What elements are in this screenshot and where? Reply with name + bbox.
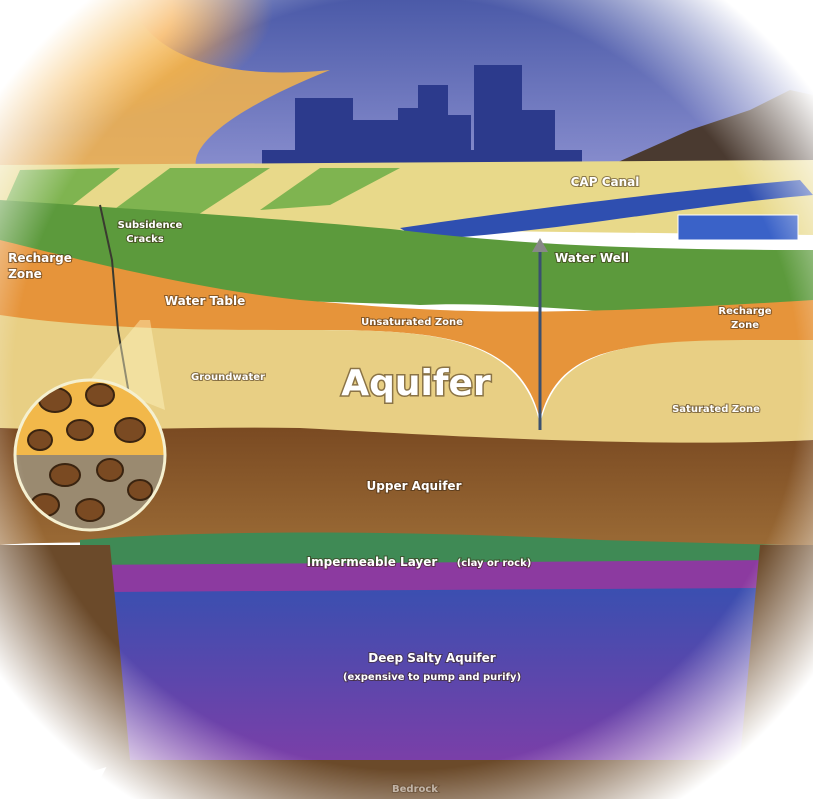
label: Water Well — [555, 251, 629, 265]
label: Recharge — [718, 306, 771, 317]
label: CAP Canal — [571, 175, 640, 189]
label: Deep Salty Aquifer — [368, 651, 495, 665]
label: Aquifer — [341, 363, 491, 404]
label: Impermeable Layer — [307, 555, 438, 569]
label: Cracks — [126, 234, 164, 245]
label: (expensive to pump and purify) — [343, 672, 521, 683]
label: (clay or rock) — [457, 558, 532, 569]
label: Groundwater — [191, 372, 265, 383]
label: Bedrock — [392, 784, 438, 795]
label: Water Table — [165, 294, 245, 308]
label: Unsaturated Zone — [361, 317, 463, 328]
label: Upper Aquifer — [367, 479, 462, 493]
label: Saturated Zone — [672, 404, 760, 415]
label: Subsidence — [118, 220, 183, 231]
label: Recharge — [8, 251, 72, 265]
label: Zone — [731, 320, 759, 331]
label: Zone — [8, 267, 42, 281]
